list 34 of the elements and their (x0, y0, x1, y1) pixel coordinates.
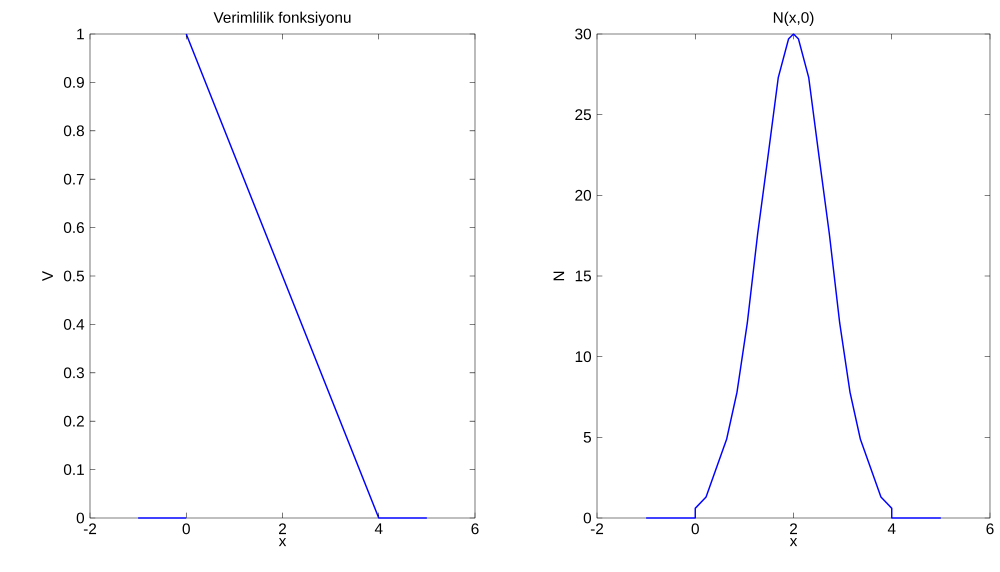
y-tick-label: 15 (576, 270, 591, 282)
y-tick-label: 10 (576, 351, 592, 362)
y-tick-label: 1 (77, 28, 84, 40)
y-tick-label: 0.9 (64, 76, 84, 88)
y-tick-label: 20 (575, 190, 592, 201)
y-axis-title: N (554, 272, 564, 280)
x-tick-label: -2 (590, 523, 604, 534)
y-tick-label: 0.2 (64, 416, 84, 427)
y-tick-label: 0.6 (64, 222, 84, 234)
x-axis-title: x (790, 538, 798, 546)
x-tick-label: 0 (692, 523, 699, 534)
y-tick-label: 0.7 (64, 174, 84, 185)
chart-title: Verimlilik fonksiyonu (214, 12, 350, 26)
x-tick-label: 6 (472, 523, 479, 534)
y-tick-label: 0.3 (64, 367, 84, 378)
y-tick-label: 0 (76, 512, 84, 524)
y-tick-label: 0.1 (64, 464, 84, 476)
y-tick-label: 0.8 (64, 125, 84, 136)
chart-title: N(x,0) (774, 12, 814, 26)
x-tick-label: -2 (84, 523, 96, 534)
y-tick-label: 5 (584, 432, 591, 443)
x-tick-label: 4 (888, 523, 896, 534)
y-tick-label: 25 (575, 109, 591, 120)
y-axis-title: V (42, 270, 53, 282)
x-tick-label: 6 (986, 523, 994, 534)
x-tick-label: 2 (279, 523, 286, 534)
y-tick-label: 0.5 (64, 270, 84, 282)
y-tick-label: 0.4 (64, 318, 84, 330)
x-tick-label: 4 (374, 523, 383, 534)
x-tick-label: 2 (790, 523, 797, 534)
x-axis-title: x (278, 538, 286, 546)
y-tick-label: 0 (584, 512, 592, 524)
x-tick-label: 0 (182, 523, 190, 534)
y-tick-label: 30 (575, 28, 592, 40)
